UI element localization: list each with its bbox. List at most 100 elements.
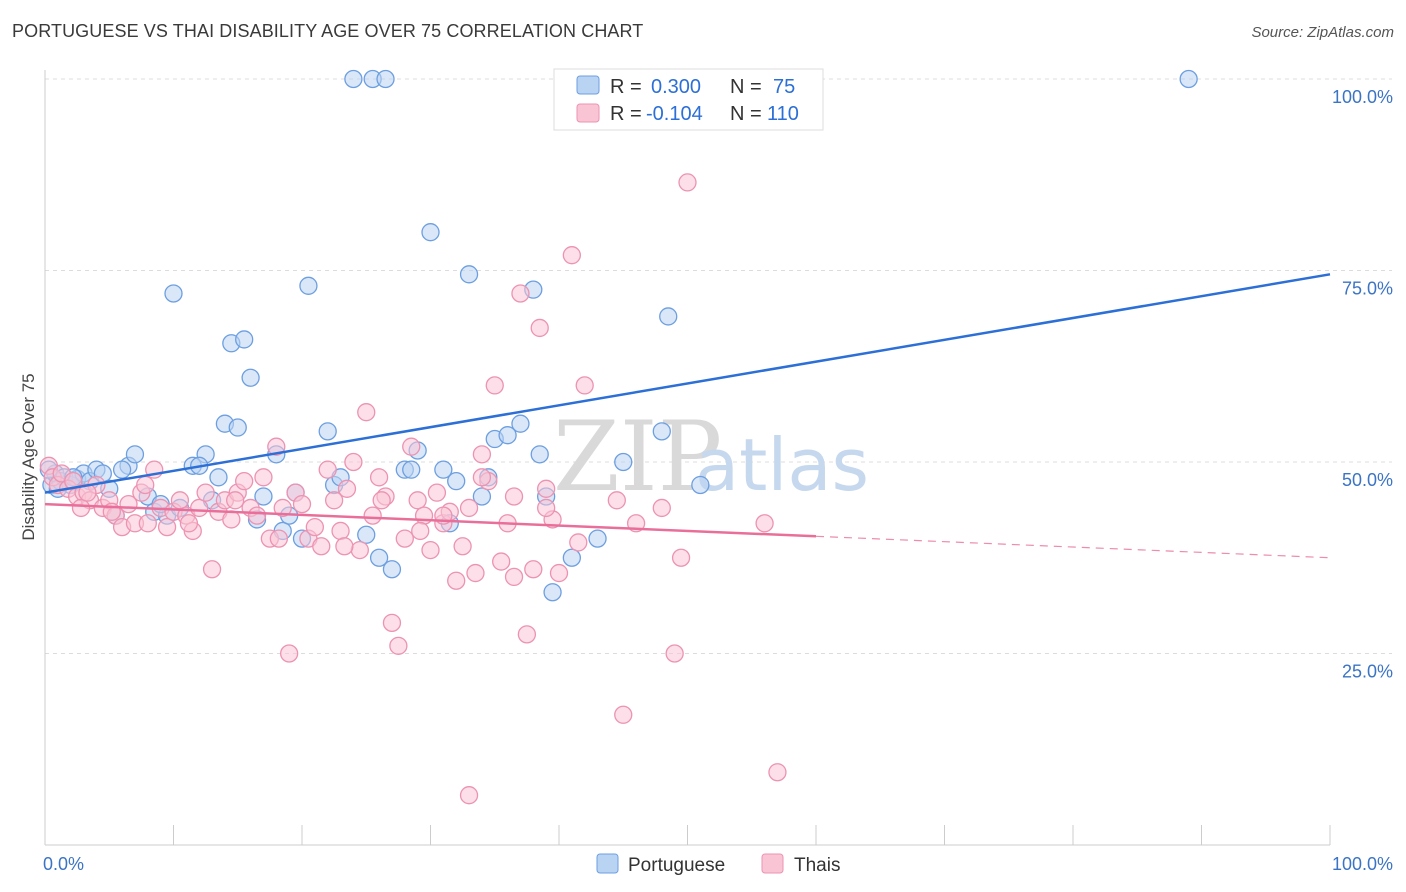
x-tick-label-max: 100.0%	[1332, 854, 1393, 874]
data-point-thais	[305, 517, 325, 537]
bottom-legend-swatch-thais	[761, 853, 784, 874]
data-point-portuguese	[543, 583, 562, 602]
gridlines	[45, 78, 1392, 654]
bottom-legend-label-portuguese: Portuguese	[628, 855, 725, 876]
data-point-thais	[472, 445, 492, 464]
legend-r-value-portuguese: 0.300	[651, 76, 701, 98]
legend-r-label: R =	[610, 103, 642, 125]
data-point-thais	[357, 403, 376, 422]
data-point-thais	[537, 498, 556, 518]
legend-r-label: R =	[610, 76, 642, 98]
data-point-thais	[369, 468, 389, 487]
data-point-thais	[614, 705, 633, 724]
data-point-thais	[273, 498, 292, 518]
data-point-portuguese	[652, 422, 671, 441]
data-point-thais	[671, 548, 691, 567]
data-point-portuguese	[1179, 69, 1198, 89]
data-point-thais	[607, 491, 626, 510]
data-point-thais	[196, 483, 215, 502]
data-point-portuguese	[112, 460, 132, 479]
series-thais	[39, 173, 787, 805]
data-point-thais	[267, 437, 286, 456]
data-point-portuguese	[434, 460, 453, 479]
data-point-thais	[78, 483, 97, 502]
legend-n-label: N =	[730, 103, 762, 125]
data-point-thais	[324, 491, 344, 510]
y-tick-labels: 100.0% 75.0% 50.0% 25.0%	[1332, 87, 1393, 682]
data-point-thais	[170, 491, 190, 510]
data-point-portuguese	[164, 284, 183, 303]
bottom-legend-label-thais: Thais	[794, 855, 840, 876]
legend-swatch-portuguese	[576, 75, 600, 95]
data-point-thais	[179, 514, 199, 533]
data-point-thais	[447, 571, 466, 590]
data-point-thais	[138, 514, 157, 533]
data-point-thais	[485, 376, 504, 395]
chart-title: PORTUGUESE VS THAI DISABILITY AGE OVER 7…	[12, 21, 644, 41]
data-point-thais	[136, 475, 155, 495]
y-tick-label: 75.0%	[1342, 279, 1393, 299]
data-point-thais	[652, 498, 671, 518]
trend-line-extension-thais	[815, 535, 1331, 559]
data-point-portuguese	[369, 548, 389, 567]
data-point-thais	[269, 529, 289, 548]
data-point-thais	[318, 460, 337, 479]
data-point-thais	[504, 487, 524, 506]
data-point-thais	[389, 636, 408, 655]
data-point-thais	[665, 644, 684, 663]
data-point-portuguese	[357, 525, 376, 544]
y-tick-label: 100.0%	[1332, 87, 1393, 107]
data-point-portuguese	[421, 223, 440, 242]
data-point-thais	[190, 498, 209, 518]
watermark-zip: ZIP	[553, 401, 722, 513]
data-point-portuguese	[614, 452, 633, 472]
data-point-portuguese	[228, 418, 247, 437]
trend-lines	[44, 273, 1331, 559]
data-point-thais	[427, 483, 447, 502]
data-point-thais	[492, 552, 511, 571]
bottom-legend: Portuguese Thais	[596, 853, 840, 876]
data-point-thais	[537, 479, 556, 498]
data-point-thais	[350, 540, 369, 560]
data-point-thais	[524, 560, 543, 579]
data-point-thais	[331, 521, 350, 541]
data-point-thais	[312, 537, 331, 556]
data-point-thais	[402, 437, 421, 456]
data-point-thais	[222, 510, 241, 529]
data-point-thais	[459, 498, 479, 518]
data-point-thais	[453, 537, 472, 556]
series-portuguese	[39, 69, 1198, 602]
data-point-portuguese	[511, 414, 530, 433]
data-point-thais	[414, 506, 434, 525]
data-point-thais	[247, 506, 267, 525]
data-point-thais	[472, 468, 492, 487]
data-point-portuguese	[299, 276, 318, 295]
data-point-thais	[344, 452, 363, 472]
data-point-portuguese	[209, 468, 228, 487]
data-point-thais	[768, 763, 787, 782]
data-point-thais	[755, 514, 774, 533]
data-point-thais	[562, 246, 581, 265]
legend-n-label: N =	[730, 76, 762, 98]
data-point-portuguese	[562, 548, 581, 567]
trend-line-portuguese	[44, 273, 1331, 494]
data-point-thais	[395, 529, 414, 548]
data-point-thais	[335, 537, 354, 556]
data-point-thais	[411, 521, 430, 541]
data-point-thais	[549, 563, 569, 583]
trend-line-thais	[44, 502, 817, 538]
data-point-portuguese	[235, 330, 254, 349]
data-point-portuguese	[318, 422, 337, 441]
data-point-thais	[678, 173, 697, 192]
data-point-thais	[226, 491, 245, 510]
data-point-thais	[530, 318, 549, 338]
y-tick-label: 25.0%	[1342, 662, 1393, 682]
watermark: ZIP atlas	[553, 401, 869, 513]
legend-box: R = 0.300 N = 75 R = -0.104 N = 110	[553, 68, 824, 131]
data-point-thais	[292, 494, 312, 514]
bottom-legend-swatch-portuguese	[596, 853, 619, 874]
x-tick-labels: 0.0% 100.0%	[43, 854, 1393, 874]
data-point-portuguese	[344, 69, 363, 89]
data-point-portuguese	[588, 529, 607, 548]
